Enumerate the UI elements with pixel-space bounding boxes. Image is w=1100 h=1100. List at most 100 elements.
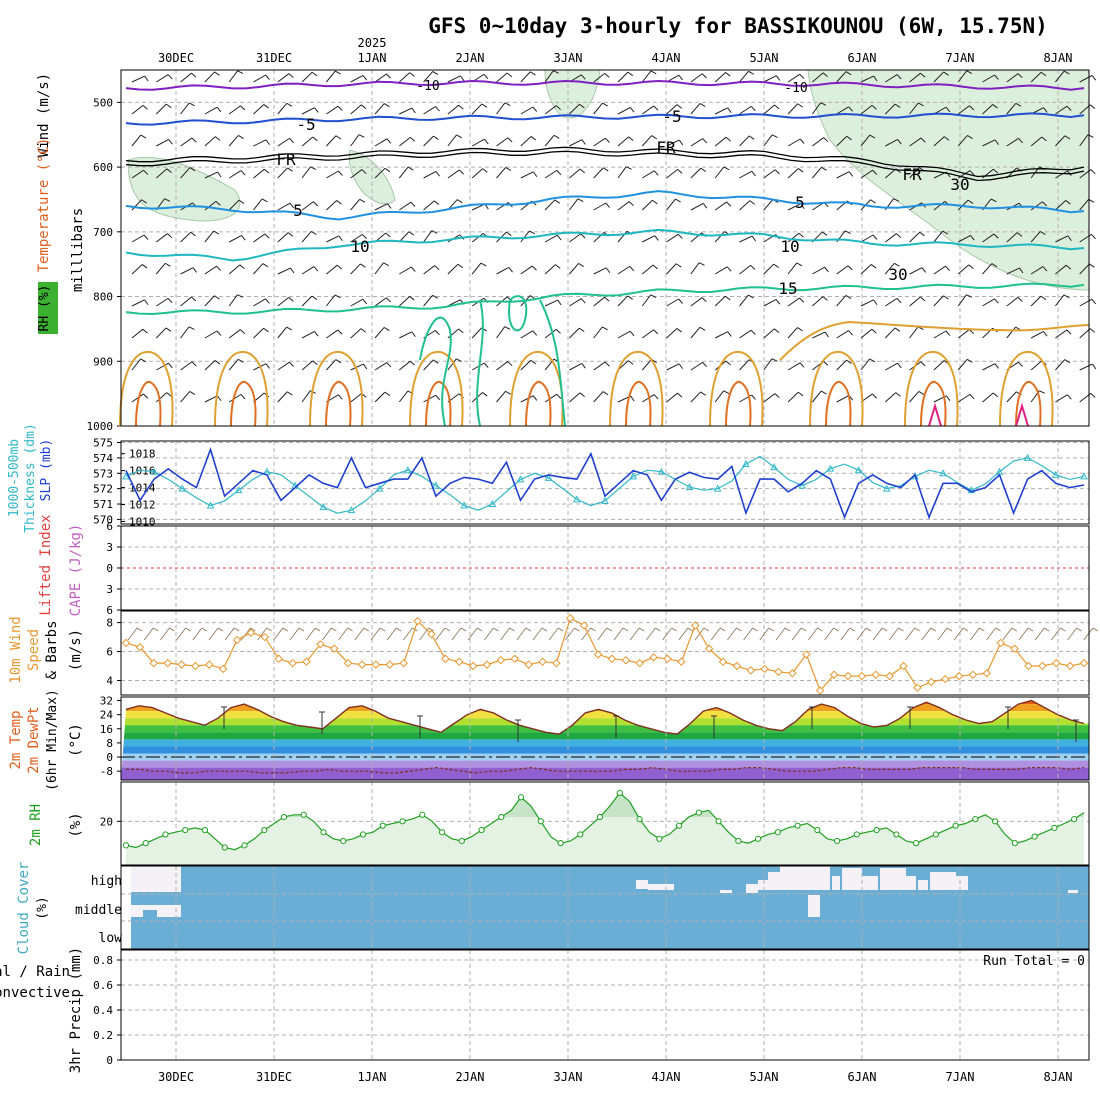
wind-barb: [131, 134, 142, 147]
wind-barb: [714, 295, 726, 307]
wind-barb-flag: [166, 168, 172, 173]
wind-barb-flag: [313, 201, 319, 207]
rh-marker: [300, 811, 307, 818]
wind-barb-flag: [411, 107, 416, 114]
wind-marker: [663, 654, 672, 664]
isotherm-25: [825, 380, 852, 427]
isotherm-30: [1015, 402, 1029, 427]
wind-barb: [277, 137, 290, 147]
wind-barb: [690, 262, 700, 275]
barb: [1083, 627, 1094, 641]
wind-barb-flag: [846, 359, 852, 364]
isotherm-20: [409, 350, 464, 427]
wind-barb-flag: [432, 71, 439, 75]
isotherm-20: [119, 350, 174, 427]
wind-barb: [787, 327, 798, 339]
slp-line: [125, 446, 1085, 520]
clear-patch: [808, 895, 820, 917]
wind-barb: [1006, 73, 1019, 83]
tick-label: 6: [106, 520, 113, 533]
wind-barb-flag: [411, 266, 416, 272]
wind-barb-flag: [1091, 75, 1097, 81]
wind-barb-flag: [362, 234, 367, 240]
wind-barb: [155, 392, 168, 403]
wind-barb-flag: [432, 294, 439, 299]
wind-barb-flag: [532, 330, 538, 336]
wind-barb: [544, 393, 557, 403]
date-label-bottom-30DEC: 30DEC: [158, 1070, 194, 1084]
wind-barb: [593, 137, 606, 147]
wind-barb: [569, 233, 582, 243]
wind-barb-flag: [725, 136, 731, 142]
date-label-top-30DEC: 30DEC: [158, 51, 194, 65]
wind-barb: [277, 102, 288, 115]
wind-barb-flag: [822, 72, 828, 77]
wind-barb-flag: [263, 327, 269, 333]
wind-barb-flag: [165, 103, 172, 108]
barb: [824, 627, 834, 641]
pressure-axis-label: milllibars: [70, 208, 86, 292]
wind-barb: [836, 71, 847, 83]
wind-barb-flag: [872, 169, 878, 175]
wind-barb-flag: [312, 360, 318, 365]
wind-barb: [544, 169, 558, 179]
wind-marker: [913, 683, 922, 693]
wind-barb: [520, 265, 533, 275]
wind-barb-flag: [966, 294, 973, 298]
wind-barb-flag: [385, 232, 391, 238]
barb-flag: [574, 627, 580, 632]
barb: [224, 627, 235, 641]
wind-barb-flag: [678, 139, 684, 146]
wind-barb-flag: [314, 107, 319, 113]
wind-barb-flag: [241, 235, 246, 241]
wind-barb-flag: [869, 134, 876, 139]
wind-barb: [423, 394, 437, 403]
wind-barb-flag: [700, 391, 706, 396]
wind-barb: [131, 328, 144, 339]
wind-barb-flag: [239, 264, 245, 269]
bottom-date-axis: 30DEC 31DEC 1JAN 2JAN 3JAN 4JAN 5JAN 6JAN 7JAN 8J…: [158, 1070, 1073, 1084]
wind-barb-flag: [969, 394, 975, 400]
wind-barb-flag: [1064, 359, 1071, 364]
wind-barb: [617, 201, 630, 211]
wind-marker: [177, 660, 186, 669]
wind-barb-flag: [579, 168, 586, 174]
contour-label: -5: [296, 115, 315, 134]
slp-tick-label: 1016: [129, 465, 156, 478]
clear-patch: [930, 872, 956, 890]
wind-barb-flag: [751, 394, 756, 400]
wind-barb: [641, 199, 653, 211]
wind-barb: [544, 234, 558, 243]
wind-barb-flag: [265, 139, 270, 146]
wind-barb-flag: [287, 391, 293, 396]
wind-marker: [746, 666, 756, 675]
tick-label: 0.8: [93, 954, 113, 967]
isotherm-25: [135, 380, 162, 427]
wind-barb-flag: [749, 200, 755, 205]
isotherm-25: [920, 380, 947, 427]
wind-barb-flag: [727, 107, 732, 114]
wind-barb-flag: [190, 231, 196, 237]
wind-barb-flag: [1063, 294, 1070, 299]
wind-barb: [228, 393, 242, 403]
wind-barb-flag: [627, 295, 633, 300]
barb-flag: [314, 627, 321, 632]
wind-barb: [957, 358, 968, 371]
wind-barb-flag: [480, 262, 487, 267]
wind-marker: [788, 669, 797, 678]
barb-flag: [169, 627, 175, 632]
wind-barb: [301, 71, 313, 83]
isotherm-20: [214, 350, 269, 427]
wind-barb: [569, 139, 583, 147]
wind-barb: [180, 326, 190, 339]
wind-barb: [860, 134, 871, 147]
wind-barb-flag: [240, 170, 246, 176]
wind-barb-flag: [678, 363, 684, 370]
tick-label: 0.4: [93, 1004, 113, 1017]
wind-barb-flag: [556, 234, 562, 241]
wind-barb: [884, 233, 897, 243]
wind-barb-flag: [824, 331, 829, 338]
wind-barb-flag: [532, 171, 538, 178]
isotherm-20: [999, 350, 1054, 427]
wind-barb-flag: [556, 393, 562, 399]
